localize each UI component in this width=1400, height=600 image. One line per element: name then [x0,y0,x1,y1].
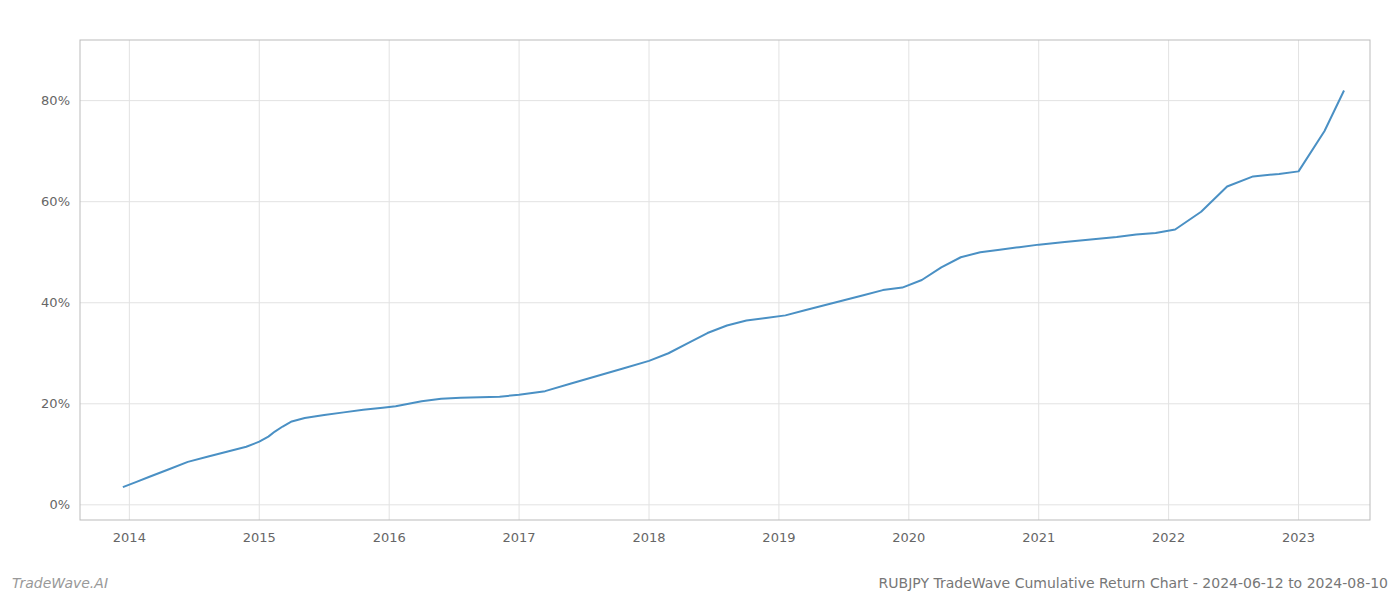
y-grid-line [80,201,1370,202]
x-tick-label: 2020 [892,530,925,545]
y-grid-line [80,403,1370,404]
x-tick-label: 2023 [1282,530,1315,545]
x-grid-line [1038,40,1039,520]
chart: 2014 2015 2016 2017 2018 2019 2020 2021 2022 2023… [0,0,1400,600]
x-tick-label: 2018 [632,530,665,545]
y-tick-label: 80% [41,93,70,108]
ticks: 2014 2015 2016 2017 2018 2019 2020 2021 2022 2023… [41,93,1315,545]
x-tick-label: 2022 [1152,530,1185,545]
x-grid-line [129,40,130,520]
y-grid-line [80,302,1370,303]
y-grid-line [80,504,1370,505]
x-grid-line [1298,40,1299,520]
x-tick-label: 2015 [243,530,276,545]
grid [80,40,1370,520]
x-grid-line [519,40,520,520]
x-grid-line [259,40,260,520]
y-tick-label: 60% [41,194,70,209]
x-grid-line [1168,40,1169,520]
line [123,91,1344,488]
series [123,91,1344,488]
x-tick-label: 2021 [1022,530,1055,545]
plot-frame [80,40,1370,520]
y-tick-label: 20% [41,396,70,411]
x-grid-line [778,40,779,520]
watermark: TradeWave.AI [12,575,108,591]
x-grid-line [649,40,650,520]
x-tick-label: 2014 [113,530,146,545]
title: RUBJPY TradeWave Cumulative Return Chart… [879,575,1388,591]
y-grid-line [80,100,1370,101]
y-tick-label: 40% [41,295,70,310]
x-grid-line [389,40,390,520]
x-tick-label: 2019 [762,530,795,545]
x-grid-line [908,40,909,520]
x-tick-label: 2017 [503,530,536,545]
x-tick-label: 2016 [373,530,406,545]
y-tick-label: 0% [49,497,70,512]
